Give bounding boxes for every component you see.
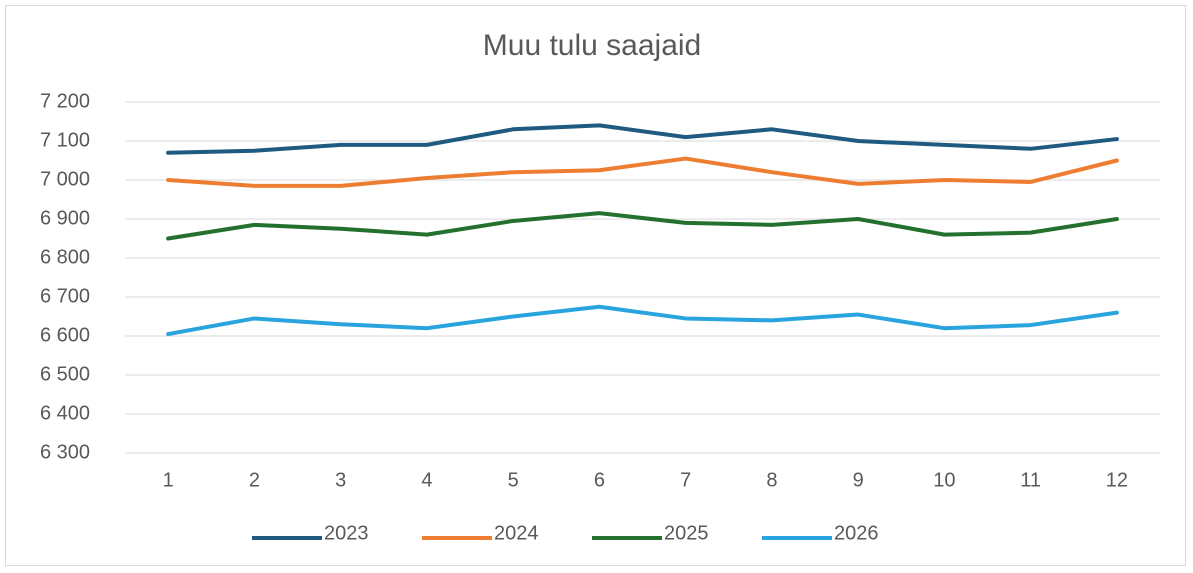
y-tick-label: 6 500 xyxy=(40,363,90,385)
x-tick-label: 11 xyxy=(1020,469,1041,491)
y-tick-label: 6 700 xyxy=(40,285,90,307)
legend-label: 2025 xyxy=(664,522,709,544)
y-tick-label: 7 100 xyxy=(40,129,90,151)
line-series xyxy=(166,156,1119,188)
line-series xyxy=(166,123,1119,155)
x-tick-label: 1 xyxy=(163,469,174,491)
legend-label: 2023 xyxy=(324,522,369,544)
y-tick-label: 6 400 xyxy=(40,402,90,424)
y-tick-label: 6 800 xyxy=(40,246,90,268)
x-tick-label: 9 xyxy=(853,469,864,491)
x-tick-label: 3 xyxy=(335,469,346,491)
chart-border xyxy=(5,5,1186,566)
y-tick-label: 7 200 xyxy=(40,90,90,112)
legend-label: 2024 xyxy=(494,522,539,544)
line-series xyxy=(166,304,1119,337)
x-tick-label: 7 xyxy=(680,469,691,491)
x-tick-label: 6 xyxy=(594,469,605,491)
x-tick-label: 10 xyxy=(933,469,955,491)
x-tick-label: 4 xyxy=(421,469,432,491)
legend-label: 2026 xyxy=(834,522,879,544)
x-tick-label: 8 xyxy=(766,469,777,491)
y-tick-label: 6 600 xyxy=(40,324,90,346)
chart-title: Muu tulu saajaid xyxy=(483,29,701,62)
y-tick-label: 7 000 xyxy=(40,168,90,190)
y-tick-label: 6 300 xyxy=(40,441,90,463)
line-series xyxy=(166,211,1119,241)
y-tick-label: 6 900 xyxy=(40,207,90,229)
x-tick-label: 2 xyxy=(249,469,260,491)
x-tick-label: 12 xyxy=(1106,469,1128,491)
x-tick-label: 5 xyxy=(508,469,519,491)
